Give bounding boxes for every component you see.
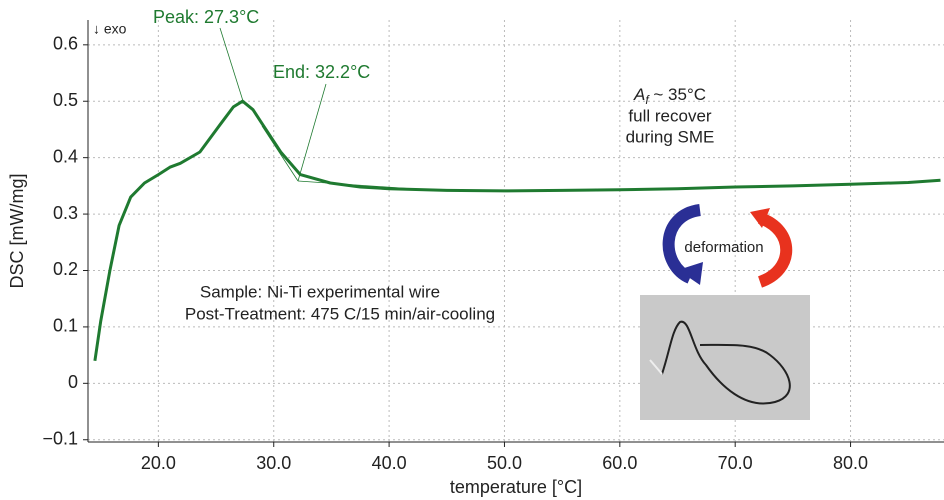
arrow-blue-head	[678, 262, 703, 285]
x-tick-label: 20.0	[141, 453, 176, 473]
x-axis-label: temperature [°C]	[450, 477, 582, 497]
treatment-label: Post-Treatment: 475 C/15 min/air-cooling	[185, 304, 495, 323]
wire-end	[649, 359, 663, 375]
y-tick-label: 0.6	[53, 34, 78, 54]
af-text: ~ 35°C	[649, 85, 706, 104]
x-tick-label: 70.0	[718, 453, 753, 473]
dsc-curve	[93, 99, 941, 362]
y-tick-label: 0	[68, 372, 78, 392]
y-tick-label: 0.1	[53, 316, 78, 336]
end-leader	[297, 83, 327, 182]
x-tick-label: 50.0	[487, 453, 522, 473]
x-tick-label: 80.0	[833, 453, 868, 473]
af-subscript: f	[645, 93, 650, 107]
arrow-red	[757, 212, 793, 288]
arrow-blue	[662, 204, 702, 284]
x-tick-label: 30.0	[256, 453, 291, 473]
x-tick-label: 60.0	[602, 453, 637, 473]
arrow-red-head	[750, 208, 770, 228]
wire-photo	[640, 295, 810, 420]
af-label: Af ~ 35°C	[633, 85, 706, 107]
y-tick-label: −0.1	[42, 428, 78, 448]
y-axis-label: DSC [mW/mg]	[7, 174, 27, 289]
end-label: End: 32.2°C	[273, 62, 370, 82]
af-symbol: A	[633, 85, 645, 104]
peak-label: Peak: 27.3°C	[153, 7, 259, 27]
sample-label: Sample: Ni-Ti experimental wire	[200, 282, 440, 301]
peak-leader	[219, 27, 244, 102]
af-line3: during SME	[626, 127, 715, 146]
x-tick-label: 40.0	[372, 453, 407, 473]
y-tick-label: 0.5	[53, 90, 78, 110]
af-line2: full recover	[628, 106, 711, 125]
y-tick-label: 0.3	[53, 203, 78, 223]
exo-label: ↓ exo	[93, 21, 127, 37]
wire-shape	[661, 320, 791, 405]
y-tick-label: 0.2	[53, 259, 78, 279]
y-tick-label: 0.4	[53, 146, 78, 166]
deformation-label: deformation	[684, 239, 763, 256]
